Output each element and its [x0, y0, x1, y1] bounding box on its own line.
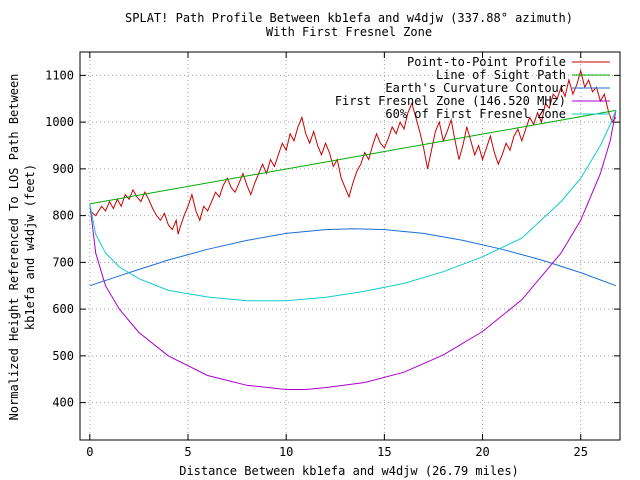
series-line-first-fresnel-zone-146-520-mhz — [89, 110, 617, 390]
axis-ticks: 400 500 600 700 800 900 1000 1100 0 5 10 15 20 25 — [45, 52, 620, 459]
y-axis-label-line-1: Normalized Height Referenced To LOS Path… — [7, 74, 21, 421]
y-tick-label: 500 — [52, 349, 74, 363]
y-axis-label-line-2: kb1efa and w4djw (feet) — [23, 164, 37, 330]
series-line-60-of-first-fresnel-zone — [89, 110, 617, 302]
x-axis-label: Distance Between kb1efa and w4djw (26.79… — [179, 464, 519, 478]
plot-frame — [79, 51, 621, 441]
y-tick-label: 700 — [52, 255, 74, 269]
x-tick-label: 15 — [377, 445, 391, 459]
y-tick-label: 900 — [52, 162, 74, 176]
legend-label: Earth's Curvature Contour — [385, 81, 566, 95]
x-tick-label: 20 — [475, 445, 489, 459]
y-tick-label: 400 — [52, 396, 74, 410]
legend-label: First Fresnel Zone (146.520 MHz) — [335, 94, 566, 108]
plot-series — [89, 68, 617, 390]
x-tick-label: 5 — [184, 445, 191, 459]
x-tick-label: 25 — [574, 445, 588, 459]
series-line-point-to-point-profile — [89, 68, 617, 235]
legend-label: Point-to-Point Profile — [407, 55, 566, 69]
y-tick-label: 1000 — [45, 115, 74, 129]
chart-subtitle: With First Fresnel Zone — [266, 25, 432, 39]
legend-label: Line of Sight Path — [436, 68, 566, 82]
series-line-earth-s-curvature-contour — [89, 228, 617, 287]
series-line-line-of-sight-path — [89, 109, 616, 205]
y-tick-label: 1100 — [45, 68, 74, 82]
y-tick-label: 600 — [52, 302, 74, 316]
x-tick-label: 10 — [279, 445, 293, 459]
legend-label: 60% of First Fresnel Zone — [385, 107, 566, 121]
x-tick-label: 0 — [86, 445, 93, 459]
chart-title: SPLAT! Path Profile Between kb1efa and w… — [125, 11, 573, 25]
y-tick-label: 800 — [52, 209, 74, 223]
